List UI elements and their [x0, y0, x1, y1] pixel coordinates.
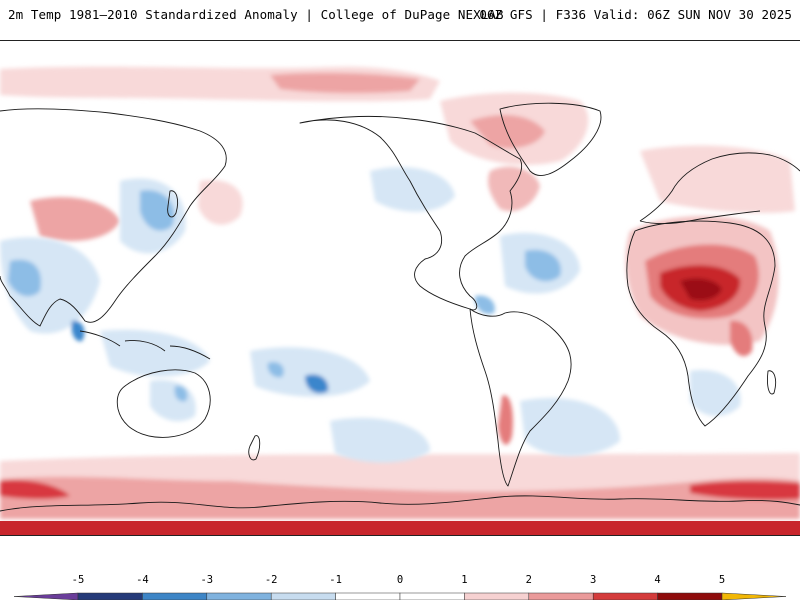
- colorbar-tick-label: -1: [329, 574, 342, 586]
- colorbar-tick-label: -5: [71, 574, 85, 586]
- map-svg: [0, 66, 800, 535]
- coastline-australia: [116, 369, 211, 438]
- header-bar: 2m Temp 1981–2010 Standardized Anomaly |…: [0, 0, 800, 36]
- map-title: 2m Temp 1981–2010 Standardized Anomaly |…: [8, 7, 504, 22]
- coastline-asia: [0, 108, 227, 327]
- cool-region-australia-core: [174, 385, 188, 402]
- colorbar-extend-high: [721, 592, 787, 600]
- colorbar: -5 -4 -3 -2 -1 0 1 2 3 4 5: [0, 570, 800, 600]
- warm-region-europe: [640, 145, 795, 213]
- colorbar-segment: [528, 592, 594, 600]
- coastline-antarctica: [0, 495, 800, 512]
- coastline-africa: [626, 220, 776, 427]
- run-valid-time: 06Z GFS | F336 Valid: 06Z SUN NOV 30 202…: [479, 7, 792, 22]
- colorbar-segment: [270, 592, 336, 600]
- coastline-indonesia: [79, 330, 211, 360]
- cool-region-south-pacific: [330, 417, 430, 463]
- coastline-north-america: [299, 115, 523, 311]
- colorbar-segment: [77, 592, 143, 600]
- cool-region-sumatra: [71, 320, 85, 342]
- colorbar-segment: [592, 592, 658, 600]
- colorbar-tick-label: 0: [396, 574, 404, 586]
- coastline-europe: [639, 152, 800, 225]
- colorbar-tick-label: 4: [654, 574, 661, 586]
- colorbar-tick-label: 1: [461, 574, 468, 586]
- cool-region-canada: [370, 167, 455, 212]
- colorbar-segment: [335, 592, 401, 600]
- anomaly-map[interactable]: [0, 40, 800, 536]
- coastline-south-america: [469, 308, 572, 487]
- coastline-greenland: [499, 102, 602, 176]
- warm-region-antarctic-strong-w: [0, 480, 70, 500]
- colorbar-extend-low: [13, 592, 79, 600]
- colorbar-tick-label: 5: [718, 574, 726, 586]
- warm-region-central-asia: [30, 197, 120, 241]
- colorbar-tick-label: -4: [136, 574, 149, 586]
- warm-region-pacific: [198, 180, 243, 225]
- cool-region-caribbean: [474, 295, 495, 315]
- colorbar-tick-label: 3: [590, 574, 597, 586]
- anomaly-shading: [0, 66, 800, 519]
- cool-region-maritime: [100, 329, 210, 377]
- colorbar-segment: [206, 592, 272, 600]
- coastline-new-zealand: [248, 435, 261, 461]
- cool-region-central-pacific-core: [305, 374, 329, 394]
- warm-region-antarctic-strong-e: [690, 481, 800, 500]
- coastlines: [0, 102, 800, 512]
- coastline-madagascar: [767, 370, 777, 395]
- coastline-japan: [167, 190, 179, 218]
- cool-region-south-africa: [690, 370, 741, 417]
- warm-region-ne-america: [488, 166, 540, 212]
- colorbar-tick-label: -3: [200, 574, 214, 586]
- warm-region-arctic-core: [270, 72, 420, 94]
- cool-region-japan: [140, 190, 175, 231]
- colorbar-tick-label: 2: [525, 574, 532, 586]
- cool-region-atlantic-core: [525, 249, 561, 282]
- cool-region-australia: [150, 380, 196, 422]
- colorbar-svg: [13, 592, 787, 600]
- colorbar-segment: [464, 592, 530, 600]
- colorbar-tick-label: -2: [264, 574, 278, 586]
- cool-region-pacific-small: [267, 361, 284, 378]
- warm-region-andes: [498, 395, 513, 445]
- warm-region-antarctic-coast: [0, 476, 800, 519]
- cool-region-india: [8, 259, 41, 297]
- warm-region-greenland-core: [470, 115, 545, 149]
- warm-region-sahel-extreme: [680, 278, 722, 301]
- colorbar-segment: [399, 592, 465, 600]
- cool-region-south-atlantic: [520, 397, 620, 456]
- colorbar-segment: [657, 592, 723, 600]
- colorbar-segment: [142, 592, 208, 600]
- polar-edge-band: [0, 521, 800, 535]
- cool-region-central-pacific: [250, 347, 370, 397]
- warm-region-east-africa: [730, 320, 753, 357]
